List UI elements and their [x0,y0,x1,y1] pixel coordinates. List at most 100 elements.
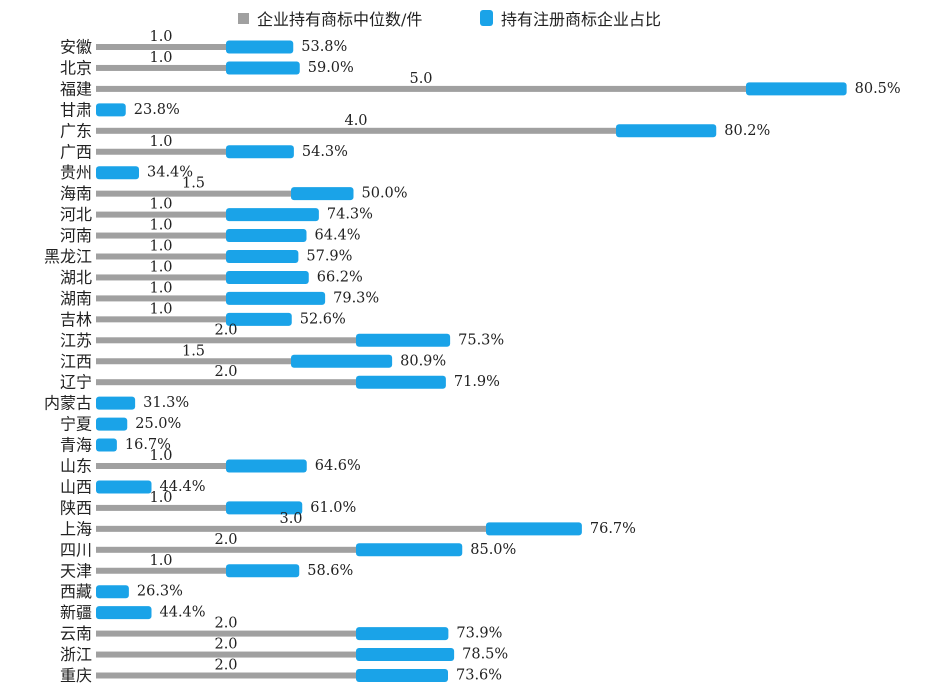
median-label: 1.0 [149,490,172,506]
median-bar [96,504,226,511]
median-bar [96,358,291,365]
share-bar [96,585,129,599]
share-label: 78.5% [462,647,508,663]
share-label: 23.8% [134,102,180,118]
share-label: 57.9% [306,249,352,265]
median-label: 2.0 [214,532,237,548]
category-label: 新疆 [60,603,92,622]
category-label: 重庆 [60,666,92,685]
share-label: 74.3% [327,207,373,223]
share-label: 79.3% [333,290,379,306]
category-label: 河南 [60,226,92,245]
share-bar [96,166,139,180]
share-label: 66.2% [317,269,363,285]
category-label: 江西 [60,352,92,371]
share-bar [291,354,393,368]
share-label: 80.2% [724,123,770,139]
share-bar [226,61,300,75]
share-bar [226,145,294,159]
category-label: 黑龙江 [44,247,92,266]
median-bar [96,463,226,469]
legend-share-swatch [480,10,493,26]
share-label: 71.9% [454,374,500,390]
share-bar [356,627,449,641]
share-bar [226,564,300,578]
share-label: 73.6% [456,668,502,684]
median-bar [96,316,226,323]
category-label: 青海 [60,436,92,455]
median-bar [96,630,356,637]
share-label: 31.3% [143,395,189,411]
share-label: 59.0% [308,60,354,76]
share-label: 16.7% [125,437,171,453]
share-bar [356,375,446,389]
category-label: 山西 [60,477,92,496]
median-label: 1.0 [149,197,172,213]
share-label: 75.3% [458,332,504,348]
median-bar [96,211,226,218]
median-label: 1.0 [149,553,172,569]
share-label: 52.6% [300,311,346,327]
median-bar [96,253,226,260]
share-label: 25.0% [135,416,181,432]
median-label: 1.0 [149,29,172,45]
median-bar [96,337,356,344]
median-bar [96,379,356,386]
share-label: 54.3% [302,144,348,160]
share-bar [226,459,307,473]
share-bar [226,270,309,284]
share-bar [356,543,463,557]
median-label: 2.0 [214,364,237,380]
category-label: 安徽 [60,38,92,57]
share-label: 44.4% [160,479,206,495]
share-bar [486,522,582,536]
share-label: 80.5% [855,81,901,97]
category-label: 上海 [60,519,92,538]
median-bar [96,567,226,574]
median-label: 1.0 [149,50,172,66]
category-label: 山东 [60,457,92,476]
median-label: 4.0 [344,113,367,129]
share-label: 34.4% [147,165,193,181]
share-bar [96,480,152,494]
median-bar [96,295,226,302]
share-bar [96,103,126,117]
median-label: 1.5 [182,176,205,192]
share-label: 44.4% [160,605,206,621]
category-label: 江苏 [60,331,92,350]
category-label: 福建 [60,79,92,98]
share-bar [226,40,294,54]
share-label: 73.9% [456,626,502,642]
category-label: 河北 [60,205,92,224]
share-bar [356,648,455,662]
category-label: 海南 [60,184,92,203]
share-bar [226,501,303,515]
share-bar [356,669,448,682]
median-label: 2.0 [214,616,237,632]
median-bar [96,44,226,50]
category-label: 天津 [60,561,92,580]
share-label: 64.6% [315,458,361,474]
share-label: 58.6% [307,563,353,579]
median-bar [96,64,226,71]
category-label: 西藏 [60,582,92,601]
median-label: 1.0 [149,218,172,234]
category-label: 贵州 [60,163,92,182]
share-bar [356,333,451,347]
median-bar [96,127,616,134]
median-bar [96,525,486,532]
median-label: 2.0 [214,322,237,338]
category-label: 广西 [60,142,92,161]
category-label: 湖北 [60,268,92,287]
share-label: 76.7% [590,521,636,537]
legend-median-swatch [238,12,249,24]
median-bar [96,85,746,92]
median-bar [96,651,356,658]
category-label: 陕西 [60,498,92,517]
category-label: 宁夏 [60,415,92,434]
median-label: 1.0 [149,280,172,296]
median-label: 1.5 [182,343,205,359]
share-bar [96,606,152,620]
median-bar [96,232,226,239]
